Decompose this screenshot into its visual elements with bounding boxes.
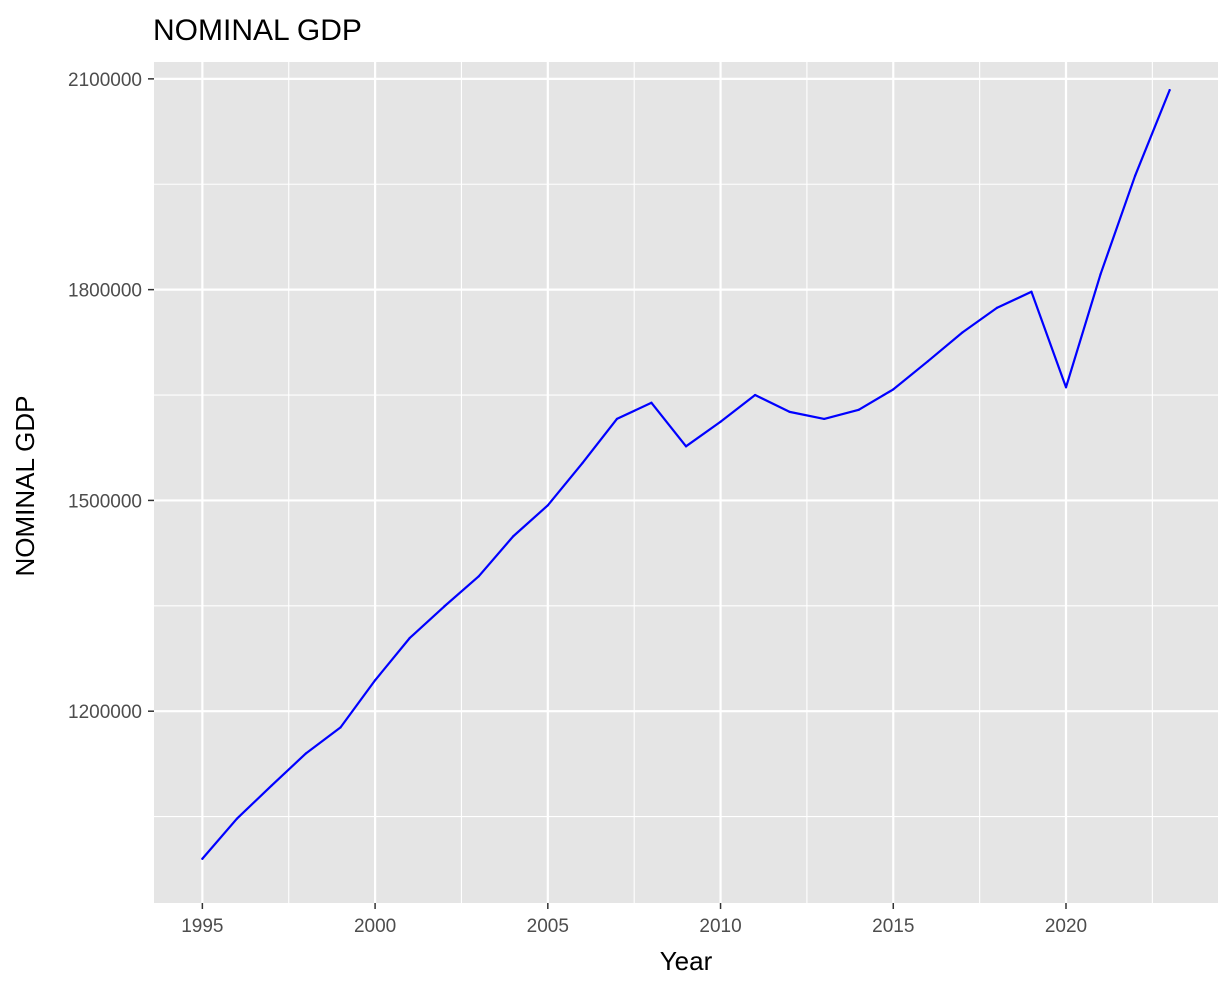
x-axis-title: Year [660, 946, 713, 976]
data-point [650, 401, 653, 404]
data-point [373, 679, 377, 682]
x-tick-label: 1995 [181, 916, 223, 937]
plot-panel [154, 62, 1218, 903]
data-point [235, 817, 239, 820]
data-point [892, 388, 895, 391]
y-axis: 1200000 1500000 1800000 2100000 [68, 70, 154, 723]
y-tick-label: 1500000 [68, 491, 142, 512]
x-tick-label: 2020 [1045, 916, 1087, 937]
data-point [443, 605, 446, 608]
data-point [823, 417, 826, 421]
data-point [546, 504, 549, 507]
data-point [995, 306, 999, 310]
data-point [1133, 174, 1137, 177]
x-axis: 1995 2000 2005 2010 2015 2020 [181, 903, 1087, 937]
x-tick-label: 2015 [872, 916, 914, 937]
data-point [926, 360, 929, 363]
data-point [408, 637, 411, 640]
x-tick-label: 2005 [527, 916, 569, 937]
data-point [961, 331, 964, 334]
data-point [1030, 290, 1033, 293]
data-point [1168, 89, 1171, 92]
x-tick-label: 2000 [354, 916, 396, 937]
chart-title: NOMINAL GDP [153, 14, 362, 47]
data-point [753, 393, 757, 397]
data-point [581, 462, 584, 465]
data-point [339, 726, 342, 729]
data-point [1099, 273, 1102, 276]
series-group [201, 88, 1171, 860]
data-point [857, 408, 860, 411]
minor-gridlines [154, 62, 1218, 903]
data-point [270, 784, 273, 787]
y-tick-label: 1200000 [68, 702, 142, 723]
data-point [304, 752, 308, 755]
data-point [684, 445, 688, 448]
data-point [788, 410, 791, 413]
data-point [201, 857, 204, 860]
x-tick-label: 2010 [699, 916, 741, 937]
data-point [512, 535, 515, 538]
data-point [615, 417, 619, 421]
data-point [1064, 386, 1068, 389]
y-axis-title: NOMINAL GDP [10, 395, 40, 576]
y-tick-label: 2100000 [68, 70, 142, 91]
major-gridlines [154, 62, 1218, 903]
y-tick-label: 1800000 [68, 281, 142, 302]
data-point [719, 420, 722, 423]
data-point [477, 575, 480, 578]
